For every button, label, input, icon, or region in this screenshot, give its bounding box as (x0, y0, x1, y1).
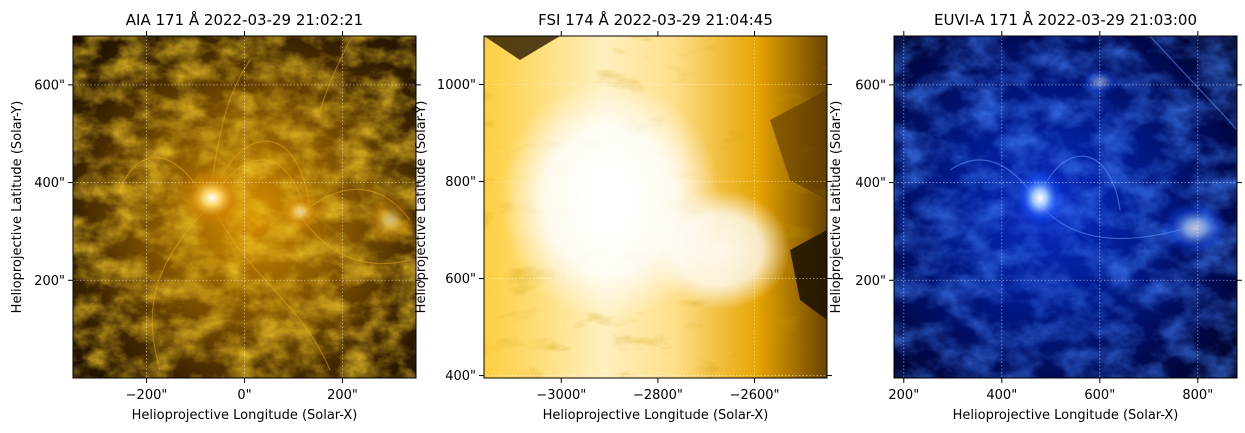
aia-y-tick-label: 600" (34, 78, 65, 93)
fsi-x-ticks: −3000" −2800" −2600" (536, 31, 780, 403)
fsi-x-axis-label: Helioprojective Longitude (Solar-X) (543, 408, 769, 423)
fsi-y-tick-label: 600" (445, 272, 476, 287)
panel-euvi: 200" 400" 600" 800" 200" 400" 600" EUVI-A 171… (829, 10, 1242, 423)
aia-x-tick-label: 200" (327, 388, 358, 403)
aia-y-ticks: 200" 400" 600" (34, 78, 421, 289)
euvi-y-axis-label: Helioprojective Latitude (Solar-Y) (829, 101, 844, 314)
euvi-axes-frame (893, 35, 1238, 379)
fsi-y-ticks: 400" 600" 800" 1000" (437, 78, 832, 384)
euvi-x-ticks: 200" 400" 600" 800" (888, 31, 1213, 403)
fsi-title: FSI 174 Å 2022-03-29 21:04:45 (538, 10, 773, 29)
euvi-x-tick-label: 600" (1084, 388, 1115, 403)
fsi-grid (484, 36, 827, 378)
euvi-title: EUVI-A 171 Å 2022-03-29 21:03:00 (934, 10, 1197, 29)
fsi-y-tick-label: 1000" (437, 78, 476, 93)
fsi-x-tick-label: −2600" (730, 388, 780, 403)
euvi-x-tick-label: 800" (1182, 388, 1213, 403)
fsi-y-tick-label: 800" (445, 175, 476, 190)
panel-fsi: −3000" −2800" −2600" 400" 600" 800" 1000" FSI… (414, 10, 832, 423)
euvi-x-tick-label: 400" (986, 388, 1017, 403)
euvi-image (894, 36, 1237, 378)
fsi-x-tick-label: −2800" (633, 388, 683, 403)
aia-x-ticks: −200" 0" 200" (126, 31, 358, 403)
aia-grid (73, 36, 416, 378)
fsi-x-tick-label: −3000" (536, 388, 586, 403)
euvi-y-tick-label: 400" (855, 176, 886, 191)
fsi-axes-frame (483, 35, 828, 379)
euvi-y-ticks: 200" 400" 600" (855, 78, 1242, 289)
aia-y-tick-label: 200" (34, 274, 65, 289)
aia-x-axis-label: Helioprojective Longitude (Solar-X) (132, 408, 358, 423)
fsi-y-tick-label: 400" (445, 369, 476, 384)
aia-title: AIA 171 Å 2022-03-29 21:02:21 (126, 10, 363, 29)
aia-y-axis-label: Helioprojective Latitude (Solar-Y) (10, 101, 25, 314)
euvi-y-tick-label: 600" (855, 78, 886, 93)
euvi-x-axis-label: Helioprojective Longitude (Solar-X) (953, 408, 1179, 423)
euvi-y-tick-label: 200" (855, 274, 886, 289)
fsi-y-axis-label: Helioprojective Latitude (Solar-Y) (414, 101, 429, 314)
euvi-grid (894, 36, 1237, 378)
aia-x-tick-label: −200" (126, 388, 168, 403)
fsi-image (484, 36, 827, 378)
aia-x-tick-label: 0" (237, 388, 251, 403)
euvi-x-tick-label: 200" (888, 388, 919, 403)
panel-aia: −200" 0" 200" 200" 400" 600" AIA 171 Å 2022-… (10, 10, 421, 423)
aia-y-tick-label: 400" (34, 176, 65, 191)
